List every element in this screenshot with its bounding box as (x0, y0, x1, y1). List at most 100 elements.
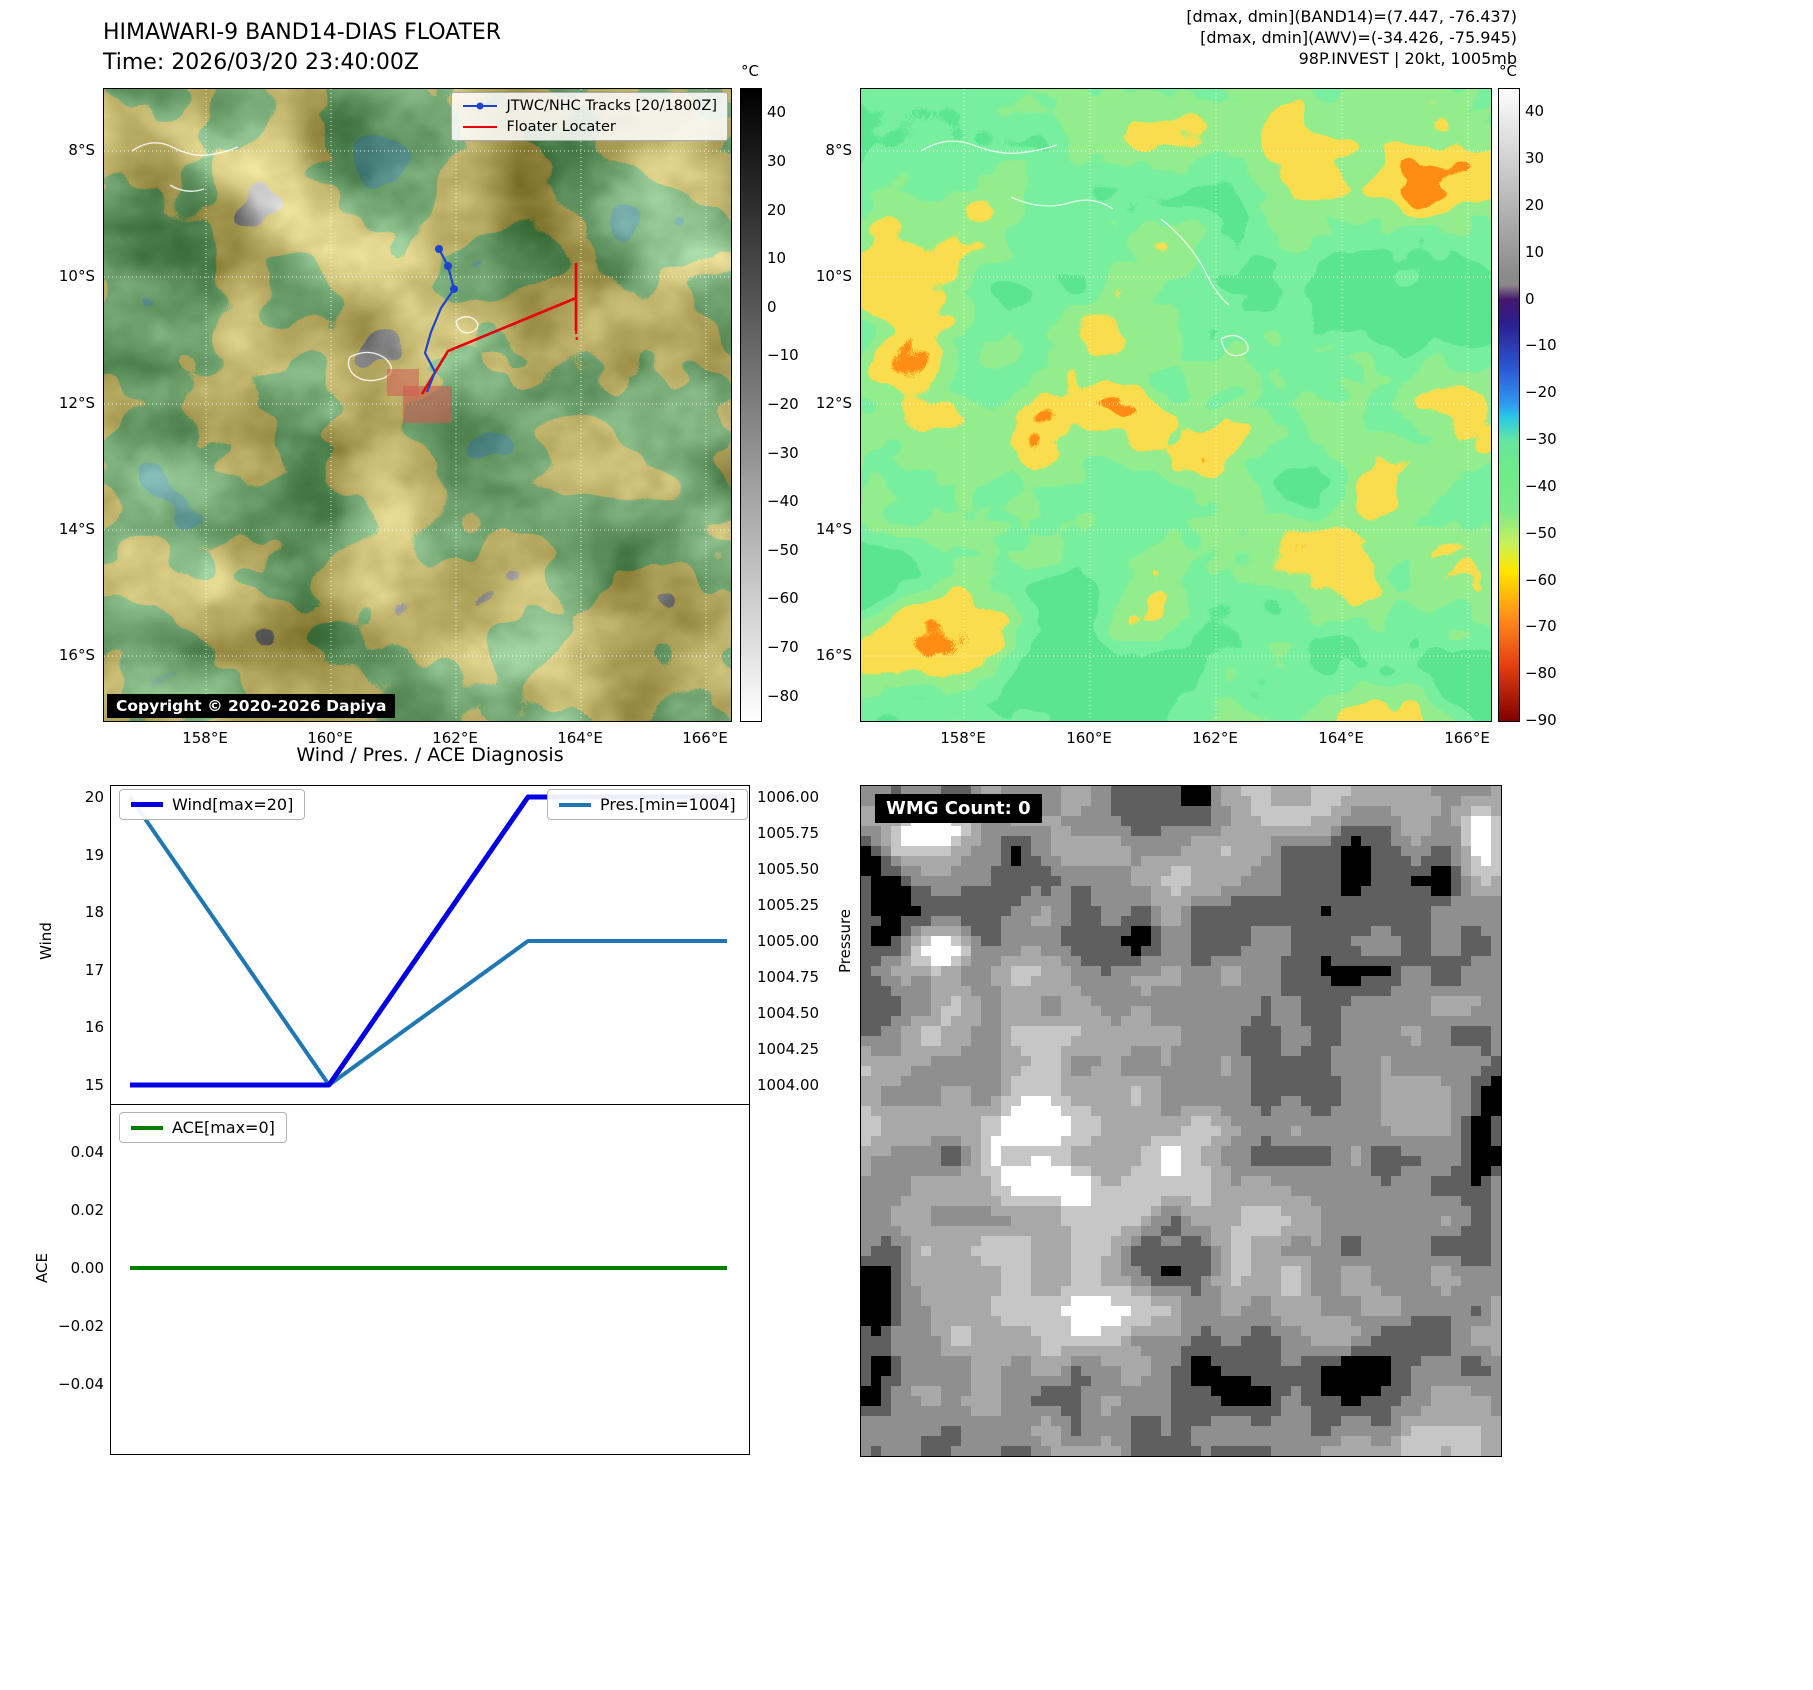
band14-colorbar-unit: °C (741, 62, 759, 80)
ace-legend: ACE[max=0] (119, 1112, 287, 1143)
band14-title: HIMAWARI-9 BAND14-DIAS FLOATER (103, 20, 502, 45)
lat-tick: 8°S (825, 141, 852, 159)
lon-tick: 158°E (940, 729, 986, 747)
wmg-pixel-image (861, 786, 1501, 1456)
awv-satellite-image (861, 89, 1491, 721)
cbar-tick: −50 (767, 540, 799, 559)
lat-tick: 10°S (58, 267, 95, 285)
cbar-tick: −30 (1525, 430, 1557, 449)
awv-header-block: [dmax, dmin](BAND14)=(7.447, -76.437) [d… (900, 6, 1517, 69)
cbar-tick: −80 (767, 686, 799, 705)
cbar-tick: −60 (1525, 570, 1557, 589)
cbar-tick: −70 (767, 638, 799, 657)
lon-tick: 164°E (1318, 729, 1364, 747)
floater-line-sample (463, 126, 498, 128)
pressure-tick: 1005.75 (757, 824, 820, 842)
pres-legend-label: Pres.[min=1004] (600, 795, 736, 814)
diagnosis-title: Wind / Pres. / ACE Diagnosis (296, 744, 564, 766)
cbar-tick: 20 (1525, 196, 1545, 215)
wind-tick: 17 (84, 960, 104, 979)
pressure-tick: 1005.25 (757, 896, 820, 914)
cbar-tick: −40 (767, 492, 799, 511)
ace-tick: −0.04 (58, 1375, 104, 1393)
cbar-tick: −10 (767, 346, 799, 365)
cbar-tick: −40 (1525, 476, 1557, 495)
lat-tick: 12°S (58, 394, 95, 412)
ace-tick: −0.02 (58, 1317, 104, 1335)
lon-tick: 162°E (1192, 729, 1238, 747)
cbar-tick: 40 (767, 103, 787, 122)
lat-tick: 16°S (58, 646, 95, 664)
cbar-tick: 30 (1525, 149, 1545, 168)
awv-header-invest: 98P.INVEST | 20kt, 1005mb (1298, 49, 1517, 68)
awv-header-dmax-band14: [dmax, dmin](BAND14)=(7.447, -76.437) (1186, 7, 1517, 26)
ace-line-sample (131, 1125, 163, 1130)
cbar-tick: 10 (767, 249, 787, 268)
coastline (131, 142, 479, 382)
pressure-tick: 1005.00 (757, 932, 820, 950)
graticule (104, 89, 731, 721)
track-line-sample (463, 102, 498, 110)
wmg-panel: WMG Count: 0 (860, 785, 1502, 1457)
wind-tick: 16 (84, 1018, 104, 1037)
lat-tick: 10°S (815, 267, 852, 285)
band14-time: Time: 2026/03/20 23:40:00Z (103, 50, 419, 75)
legend-floater-label: Floater Locater (506, 119, 616, 135)
band14-map-legend: JTWC/NHC Tracks [20/1800Z] Floater Locat… (451, 92, 728, 141)
lat-tick: 8°S (68, 141, 95, 159)
lon-tick: 160°E (1066, 729, 1112, 747)
wind-tick: 18 (84, 903, 104, 922)
pres-legend: Pres.[min=1004] (547, 789, 748, 820)
pressure-tick: 1004.75 (757, 968, 820, 986)
cbar-tick: −80 (1525, 664, 1557, 683)
copyright-label: Copyright © 2020-2026 Dapiya (107, 694, 396, 718)
pres-line-sample (559, 802, 591, 807)
wind-line-sample (131, 802, 163, 807)
pressure-tick: 1006.00 (757, 788, 820, 806)
pressure-tick: 1004.00 (757, 1076, 820, 1094)
lat-tick: 14°S (58, 520, 95, 538)
awv-header-dmax-awv: [dmax, dmin](AWV)=(-34.426, -75.945) (1200, 28, 1517, 47)
lon-tick: 162°E (432, 729, 478, 747)
lat-tick: 14°S (815, 520, 852, 538)
wind-tick: 19 (84, 845, 104, 864)
pressure-tick: 1005.50 (757, 860, 820, 878)
cbar-tick: 20 (767, 200, 787, 219)
legend-track-label: JTWC/NHC Tracks [20/1800Z] (506, 98, 717, 114)
legend-row-floater: Floater Locater (462, 119, 717, 135)
coastline (920, 140, 1249, 357)
wind-tick: 20 (84, 788, 104, 806)
wind-legend: Wind[max=20] (119, 789, 306, 820)
pressure-tick: 1004.25 (757, 1040, 820, 1058)
legend-row-track: JTWC/NHC Tracks [20/1800Z] (462, 98, 717, 114)
lat-tick: 16°S (815, 646, 852, 664)
jtwc-track (423, 245, 458, 393)
cbar-tick: 0 (767, 297, 777, 316)
cbar-tick: 30 (767, 151, 787, 170)
wind-axis-label: Wind (37, 922, 55, 960)
lon-tick: 158°E (182, 729, 228, 747)
band14-satellite-image (104, 89, 731, 721)
ace-plot-frame (110, 1105, 750, 1455)
cbar-tick: −50 (1525, 523, 1557, 542)
cbar-tick: −90 (1525, 711, 1557, 729)
lon-tick: 166°E (1444, 729, 1490, 747)
floater-locater-line (420, 263, 578, 395)
band14-map-panel: JTWC/NHC Tracks [20/1800Z] Floater Locat… (103, 88, 732, 722)
lat-tick: 12°S (815, 394, 852, 412)
ace-legend-label: ACE[max=0] (172, 1118, 275, 1137)
ace-tick: 0.02 (70, 1201, 104, 1219)
lon-tick: 166°E (682, 729, 728, 747)
wmg-count-label: WMG Count: 0 (875, 794, 1042, 823)
wind-tick: 15 (84, 1076, 104, 1094)
awv-colorbar-unit: °C (1499, 62, 1517, 80)
pressure-tick: 1004.50 (757, 1004, 820, 1022)
ace-tick: 0.04 (70, 1143, 104, 1161)
wind-pres-plot-frame (110, 785, 750, 1105)
cbar-tick: 40 (1525, 102, 1545, 121)
cbar-tick: 0 (1525, 289, 1535, 308)
cbar-tick: −70 (1525, 617, 1557, 636)
lon-tick: 160°E (307, 729, 353, 747)
cbar-tick: −20 (1525, 383, 1557, 402)
